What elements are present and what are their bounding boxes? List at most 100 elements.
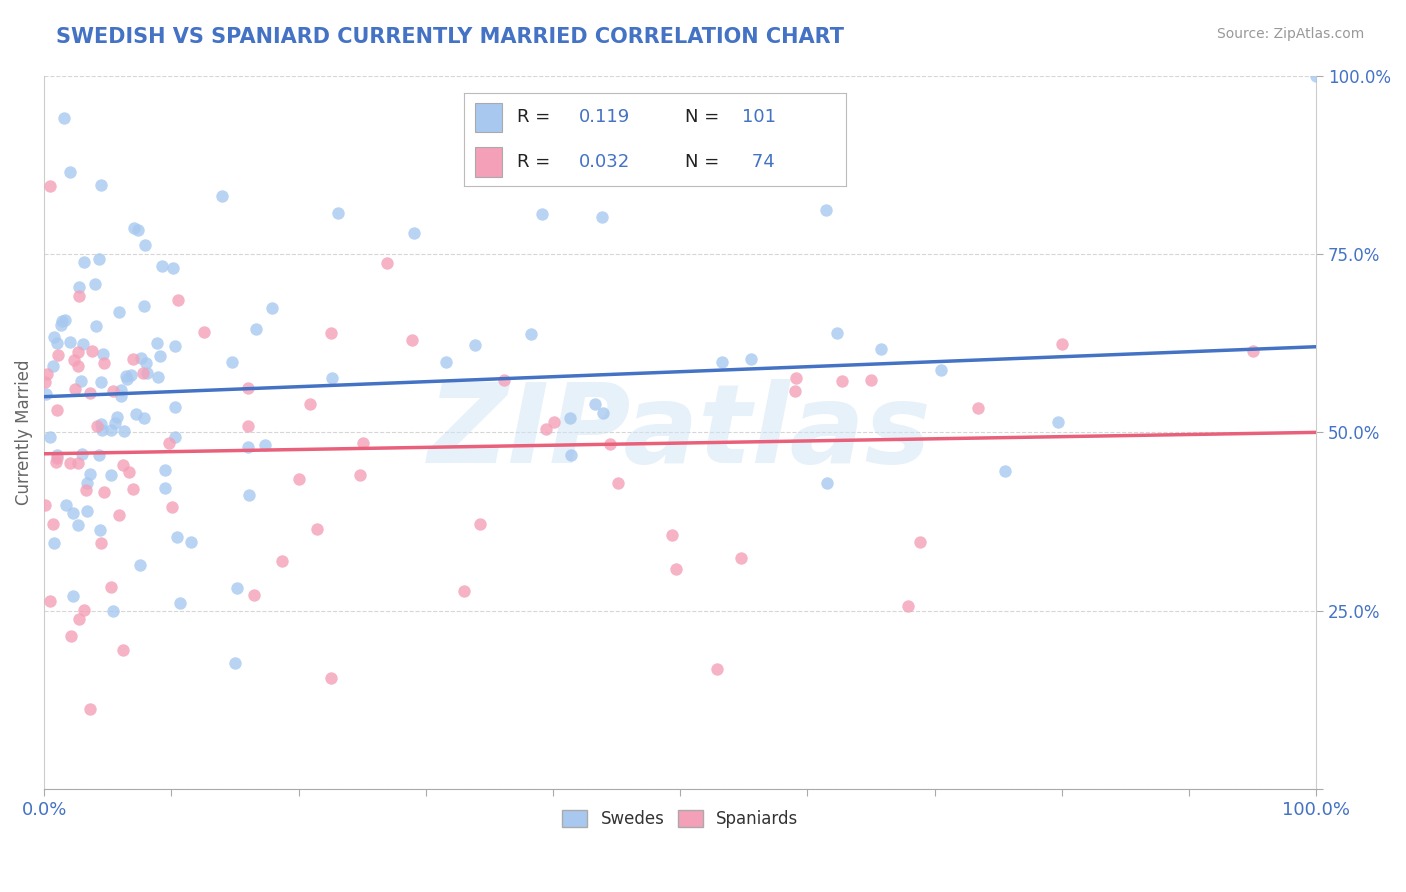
Point bbox=[236, 418, 259, 433]
Point bbox=[157, 435, 180, 450]
Point bbox=[67, 359, 90, 373]
Point bbox=[402, 226, 425, 240]
Point bbox=[706, 661, 728, 675]
Point bbox=[270, 554, 292, 568]
Point bbox=[39, 430, 62, 444]
Point bbox=[150, 259, 173, 273]
Point bbox=[785, 371, 807, 385]
Point bbox=[80, 344, 103, 359]
Point bbox=[103, 604, 125, 618]
Point bbox=[87, 252, 110, 266]
Point bbox=[785, 384, 807, 398]
Point bbox=[42, 359, 65, 373]
Point bbox=[63, 353, 86, 368]
Point bbox=[1047, 415, 1070, 429]
Point bbox=[70, 374, 93, 388]
Point bbox=[44, 330, 66, 344]
Point bbox=[55, 498, 77, 512]
Point bbox=[42, 516, 65, 531]
Point bbox=[129, 351, 152, 366]
Point bbox=[560, 448, 582, 462]
Point bbox=[45, 335, 67, 350]
Point bbox=[167, 293, 190, 307]
Point bbox=[125, 407, 148, 421]
Point bbox=[897, 599, 920, 613]
Point bbox=[929, 362, 952, 376]
Point bbox=[132, 299, 155, 313]
Point bbox=[468, 517, 491, 532]
Point bbox=[243, 589, 266, 603]
Point bbox=[163, 430, 186, 444]
Point bbox=[245, 322, 267, 336]
Point bbox=[127, 223, 149, 237]
Point bbox=[166, 531, 188, 545]
Text: SWEDISH VS SPANIARD CURRENTLY MARRIED CORRELATION CHART: SWEDISH VS SPANIARD CURRENTLY MARRIED CO… bbox=[56, 27, 844, 46]
Point bbox=[401, 333, 423, 347]
Point bbox=[710, 354, 733, 368]
Point bbox=[79, 467, 101, 481]
Point bbox=[1305, 69, 1327, 83]
Point bbox=[59, 165, 82, 179]
Point bbox=[180, 535, 202, 549]
Point bbox=[211, 189, 233, 203]
Point bbox=[160, 500, 183, 514]
Point bbox=[129, 558, 152, 572]
Point bbox=[165, 339, 187, 353]
Point bbox=[453, 584, 475, 599]
Point bbox=[560, 411, 582, 425]
Point bbox=[90, 178, 112, 192]
Point bbox=[591, 210, 613, 224]
Point bbox=[1050, 336, 1073, 351]
Point bbox=[492, 373, 515, 387]
Point bbox=[319, 671, 342, 685]
Point bbox=[91, 347, 114, 361]
Point bbox=[377, 256, 399, 270]
Point bbox=[740, 351, 762, 366]
Point bbox=[665, 562, 688, 576]
Point bbox=[60, 629, 83, 643]
Point bbox=[225, 582, 247, 596]
Text: ZIPatlas: ZIPatlas bbox=[429, 379, 932, 486]
Point bbox=[79, 702, 101, 716]
Point bbox=[869, 342, 891, 356]
Point bbox=[155, 463, 177, 477]
Point bbox=[121, 483, 143, 497]
Point bbox=[288, 472, 311, 486]
Point bbox=[112, 425, 135, 439]
Point bbox=[46, 448, 69, 462]
Point bbox=[38, 594, 60, 608]
Point bbox=[114, 368, 136, 383]
Point bbox=[148, 369, 170, 384]
Point bbox=[132, 366, 155, 380]
Legend: Swedes, Spaniards: Swedes, Spaniards bbox=[555, 803, 804, 834]
Point bbox=[110, 383, 132, 397]
Point bbox=[434, 354, 457, 368]
Point bbox=[967, 401, 990, 416]
Point bbox=[321, 370, 343, 384]
Point bbox=[91, 423, 114, 437]
Point bbox=[224, 656, 246, 670]
Point bbox=[83, 277, 105, 292]
Y-axis label: Currently Married: Currently Married bbox=[15, 359, 32, 505]
Point bbox=[134, 238, 156, 252]
Point bbox=[73, 255, 96, 269]
Point bbox=[319, 326, 342, 340]
Point bbox=[135, 367, 157, 381]
Point bbox=[260, 301, 283, 315]
Point bbox=[162, 261, 184, 276]
Point bbox=[72, 603, 94, 617]
Point bbox=[121, 351, 143, 366]
Point bbox=[120, 368, 142, 383]
Point bbox=[132, 411, 155, 425]
Point bbox=[994, 464, 1017, 478]
Point bbox=[66, 456, 89, 470]
Point bbox=[72, 337, 94, 351]
Point bbox=[193, 325, 215, 339]
Point bbox=[51, 313, 73, 327]
Point bbox=[35, 387, 58, 401]
Point bbox=[730, 550, 752, 565]
Point bbox=[76, 476, 98, 491]
Point bbox=[111, 643, 134, 657]
Point bbox=[46, 450, 69, 465]
Point bbox=[67, 345, 90, 359]
